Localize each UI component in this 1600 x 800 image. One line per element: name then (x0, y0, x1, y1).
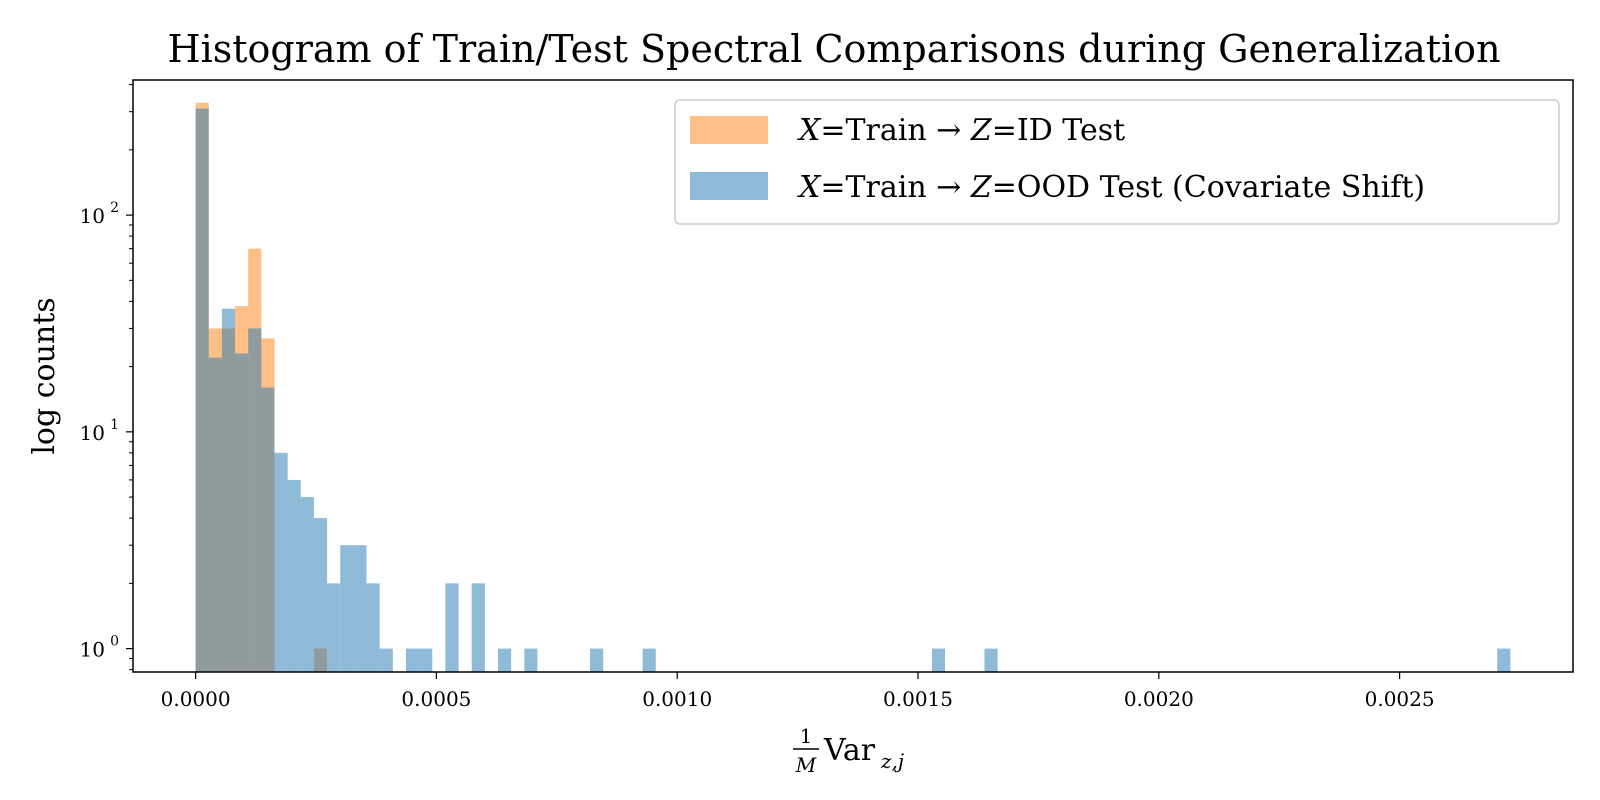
chart-title: Histogram of Train/Test Spectral Compari… (167, 27, 1500, 71)
legend-label-id-test: X=Train → Z=ID Test (797, 113, 1125, 148)
y-axis-label: log counts (27, 297, 62, 454)
bar-series-1-bin-20 (524, 648, 538, 672)
bar-series-1-bin-16 (419, 648, 433, 672)
bar-series-1-bin-10 (327, 583, 341, 672)
legend: X=Train → Z=ID Test X=Train → Z=OOD Test… (674, 99, 1560, 225)
y-tick-label-1: 10 (80, 421, 105, 445)
bar-series-1-bin-12 (353, 545, 367, 672)
bar-series-1-bin-14 (379, 648, 393, 672)
histogram-bars (195, 102, 1511, 673)
bar-series-1-bin-18 (471, 583, 485, 672)
bar-series-1-bin-9 (313, 518, 328, 672)
y-tick-label-0: 10 (80, 638, 105, 662)
x-tick-label-5: 0.0025 (1365, 687, 1435, 711)
legend-box (674, 99, 1560, 225)
bar-series-1-bin-22 (642, 648, 656, 672)
bar-series-1-bin-3 (235, 353, 249, 672)
bar-series-1-bin-23 (931, 648, 946, 672)
bar-series-1-bin-7 (287, 479, 301, 672)
legend-label-ood-test: X=Train → Z=OOD Test (Covariate Shift) (797, 170, 1425, 205)
bar-series-1-bin-8 (300, 497, 314, 672)
bar-series-1-bin-2 (221, 308, 236, 672)
bar-series-1-bin-11 (340, 545, 354, 672)
x-axis-label: 1 M Var z,j (793, 724, 904, 777)
y-tick-exponent-1: 1 (110, 417, 119, 433)
x-tick-label-2: 0.0010 (642, 687, 712, 711)
bar-series-1-bin-5 (261, 387, 275, 672)
y-tick-exponent-0: 0 (110, 634, 119, 650)
bar-series-1-bin-21 (590, 648, 604, 672)
bar-series-1-bin-15 (405, 648, 420, 672)
legend-swatch-ood-test (690, 172, 768, 200)
x-tick-label-1: 0.0005 (401, 687, 471, 711)
bar-series-1-bin-24 (984, 648, 998, 672)
x-tick-label-0: 0.0000 (161, 687, 231, 711)
x-label-frac-num: 1 (800, 724, 813, 748)
x-tick-label-4: 0.0020 (1124, 687, 1194, 711)
bar-series-1-bin-25 (1497, 648, 1511, 672)
bar-series-1-bin-13 (366, 583, 380, 672)
bar-series-1-bin-4 (248, 328, 262, 672)
y-tick-label-2: 10 (80, 204, 105, 228)
x-tick-label-3: 0.0015 (883, 687, 953, 711)
bar-series-1-bin-19 (498, 648, 512, 672)
legend-swatch-id-test (690, 116, 768, 144)
plot-frame (132, 79, 1574, 673)
x-label-main: Var (823, 733, 876, 768)
x-label-frac-den: M (795, 753, 817, 777)
bar-series-1-bin-1 (208, 357, 222, 672)
bar-series-1-bin-0 (195, 108, 209, 672)
bar-series-1-bin-6 (274, 452, 288, 672)
y-tick-exponent-2: 2 (110, 200, 119, 216)
bar-series-1-bin-17 (445, 583, 459, 672)
x-label-subscript: z,j (880, 749, 904, 773)
